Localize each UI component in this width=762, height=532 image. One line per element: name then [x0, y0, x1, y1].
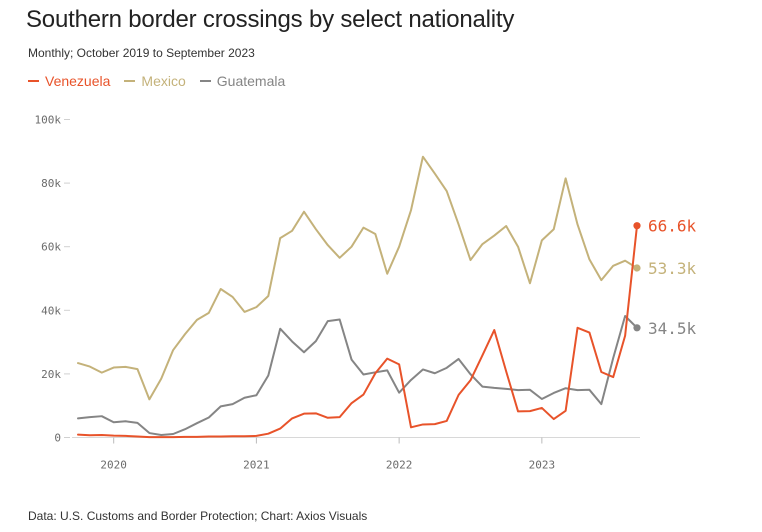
- legend-swatch-guatemala: [199, 80, 211, 82]
- end-markers: 66.6k 53.3k 34.5k: [633, 217, 697, 338]
- series-line-mexico: [77, 155, 638, 401]
- legend-item-mexico: Mexico: [124, 73, 186, 89]
- legend-label-guatemala: Guatemala: [216, 73, 286, 89]
- y-tick-label: 80k: [41, 177, 61, 190]
- end-dot-venezuela: [633, 222, 641, 230]
- y-tick-label: 0: [54, 432, 61, 445]
- x-tick-label: 2021: [243, 459, 270, 472]
- y-tick-label: 20k: [41, 368, 61, 381]
- x-tick-label: 2023: [529, 459, 556, 472]
- series-lines: [77, 155, 638, 439]
- legend-item-guatemala: Guatemala: [199, 73, 286, 89]
- series-line-guatemala: [77, 315, 638, 436]
- end-label-guatemala: 34.5k: [648, 319, 697, 338]
- legend: Venezuela Mexico Guatemala: [28, 73, 285, 89]
- x-tick-label: 2022: [386, 459, 413, 472]
- legend-item-venezuela: Venezuela: [28, 73, 110, 89]
- y-tick-label: 40k: [41, 304, 61, 317]
- legend-swatch-venezuela: [28, 80, 39, 82]
- legend-label-mexico: Mexico: [141, 73, 186, 89]
- chart-source: Data: U.S. Customs and Border Protection…: [28, 509, 368, 523]
- end-dot-mexico: [633, 264, 641, 272]
- y-axis: 0 20k 40k 60k 80k 100k: [35, 114, 70, 445]
- end-dot-guatemala: [633, 324, 641, 332]
- y-tick-label: 100k: [35, 114, 62, 127]
- legend-swatch-mexico: [124, 80, 136, 82]
- y-tick-label: 60k: [41, 241, 61, 254]
- chart-subtitle: Monthly; October 2019 to September 2023: [28, 46, 255, 60]
- line-chart: 0 20k 40k 60k 80k 100k 2020 2021 2022 2023 66.6k…: [35, 114, 697, 472]
- end-label-mexico: 53.3k: [648, 259, 697, 278]
- chart-title: Southern border crossings by select nati…: [26, 6, 515, 33]
- series-line-venezuela: [77, 224, 638, 439]
- legend-label-venezuela: Venezuela: [45, 73, 111, 89]
- x-tick-label: 2020: [100, 459, 127, 472]
- end-label-venezuela: 66.6k: [648, 217, 697, 236]
- x-axis: 2020 2021 2022 2023: [72, 437, 640, 472]
